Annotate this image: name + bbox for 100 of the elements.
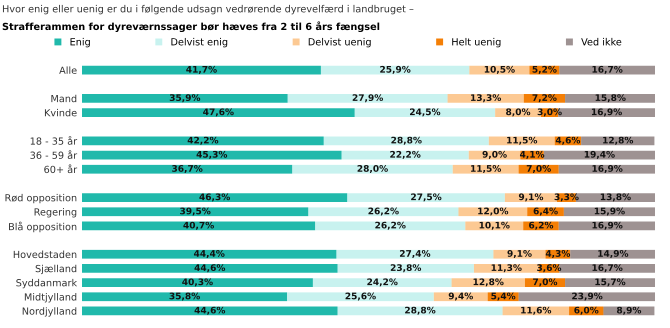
- data-label: 13,8%: [600, 193, 631, 202]
- y-tick-label: Hovedstaden: [14, 250, 76, 258]
- bar: [338, 306, 503, 316]
- data-label: 7,0%: [526, 165, 551, 174]
- bar: [82, 66, 321, 74]
- data-label: 15,9%: [594, 208, 625, 216]
- data-label: 42,2%: [188, 136, 218, 145]
- bar: [82, 264, 338, 273]
- data-label: 28,0%: [358, 165, 388, 174]
- y-tick-label: Sjælland: [36, 264, 76, 274]
- bar: [82, 150, 342, 160]
- data-label: 11,3%: [492, 264, 522, 272]
- data-label: 9,4%: [448, 292, 473, 301]
- y-tick-label: Mand: [51, 94, 76, 102]
- data-label: 22,2%: [390, 150, 421, 159]
- legend-label: Helt uenig: [452, 38, 500, 48]
- bar: [565, 278, 655, 287]
- data-label: 4,6%: [556, 136, 580, 145]
- data-label: 24,5%: [410, 108, 440, 116]
- bar: [287, 292, 434, 302]
- y-tick-label: 60+ år: [44, 164, 78, 174]
- data-label: 25,6%: [346, 292, 376, 301]
- data-label: 26,2%: [368, 208, 399, 216]
- bar: [336, 250, 494, 259]
- bar: [82, 222, 316, 230]
- y-tick-label: 36 - 59 år: [30, 150, 78, 159]
- data-label: 5,4%: [491, 292, 516, 301]
- data-label: 28,8%: [391, 136, 422, 145]
- data-label: 39,5%: [180, 208, 211, 216]
- data-label: 27,4%: [400, 250, 430, 258]
- data-label: 16,9%: [592, 222, 623, 230]
- data-label: 9,0%: [482, 150, 507, 159]
- data-label: 44,6%: [194, 264, 226, 272]
- data-label: 27,5%: [411, 193, 442, 202]
- data-label: 25,9%: [380, 66, 411, 74]
- data-label: 11,5%: [471, 165, 502, 174]
- data-label: 10,5%: [484, 66, 515, 74]
- data-label: 16,7%: [592, 66, 623, 74]
- data-label: 41,7%: [186, 66, 217, 74]
- data-label: 8,0%: [506, 108, 530, 116]
- bar: [82, 306, 338, 316]
- y-tick-label: Rød opposition: [5, 194, 76, 204]
- y-tick-label: Kvinde: [44, 108, 77, 116]
- data-label: 14,9%: [598, 250, 628, 258]
- legend-label: Enig: [70, 38, 90, 48]
- y-tick-label: Midtjylland: [24, 293, 76, 302]
- bar: [315, 222, 466, 230]
- bar: [338, 264, 474, 273]
- data-label: 26,2%: [375, 222, 406, 230]
- bar: [82, 136, 324, 146]
- data-label: 7,0%: [533, 278, 558, 286]
- data-label: 35,8%: [170, 292, 200, 301]
- data-label: 11,6%: [521, 306, 552, 315]
- legend-label: Delvist enig: [171, 38, 228, 48]
- bar: [324, 136, 489, 146]
- data-label: 12,0%: [478, 208, 508, 216]
- data-label: 12,8%: [603, 136, 634, 145]
- bar: [82, 292, 288, 302]
- data-label: 40,3%: [182, 278, 213, 286]
- bar: [312, 278, 452, 287]
- data-label: 9,1%: [507, 250, 532, 258]
- bar: [82, 207, 308, 216]
- data-label: 13,3%: [471, 94, 502, 102]
- bar: [308, 207, 458, 216]
- data-label: 28,8%: [405, 306, 436, 315]
- data-label: 40,7%: [183, 222, 214, 230]
- data-label: 23,9%: [572, 292, 602, 301]
- data-label: 6,2%: [529, 222, 554, 230]
- data-label: 27,9%: [352, 94, 384, 102]
- data-label: 24,2%: [367, 278, 398, 286]
- data-label: 47,6%: [203, 108, 234, 116]
- data-label: 15,8%: [596, 94, 626, 102]
- data-label: 16,9%: [592, 108, 622, 116]
- data-label: 16,7%: [592, 264, 623, 272]
- bar: [82, 278, 313, 287]
- data-label: 44,6%: [194, 306, 226, 315]
- y-tick-label: Regering: [34, 208, 76, 218]
- bar: [82, 164, 292, 174]
- bar: [544, 150, 655, 160]
- data-label: 11,5%: [507, 136, 538, 145]
- bar: [559, 66, 655, 74]
- chart-title: Hvor enig eller uenig er du i følgende udsagn vedrørende dyrevelfærd i landbruget –: [2, 4, 414, 14]
- bar: [320, 66, 470, 74]
- data-label: 6,4%: [534, 208, 558, 216]
- data-label: 36,7%: [172, 165, 203, 174]
- legend-label: Delvist uenig: [308, 38, 371, 48]
- y-tick-label: Nordjylland: [22, 307, 76, 317]
- data-label: 9,1%: [518, 193, 544, 202]
- data-label: 12,8%: [474, 278, 504, 286]
- y-tick-label: Blå opposition: [9, 222, 76, 232]
- data-label: 35,9%: [170, 94, 200, 102]
- data-label: 8,9%: [616, 306, 642, 315]
- data-label: 19,4%: [584, 150, 615, 159]
- data-label: 44,4%: [194, 250, 225, 258]
- data-label: 7,2%: [532, 94, 557, 102]
- data-label: 16,9%: [592, 165, 623, 174]
- data-label: 23,8%: [390, 264, 422, 272]
- bar: [558, 222, 655, 230]
- data-label: 6,0%: [574, 306, 598, 315]
- y-tick-label: Syddanmark: [16, 278, 78, 288]
